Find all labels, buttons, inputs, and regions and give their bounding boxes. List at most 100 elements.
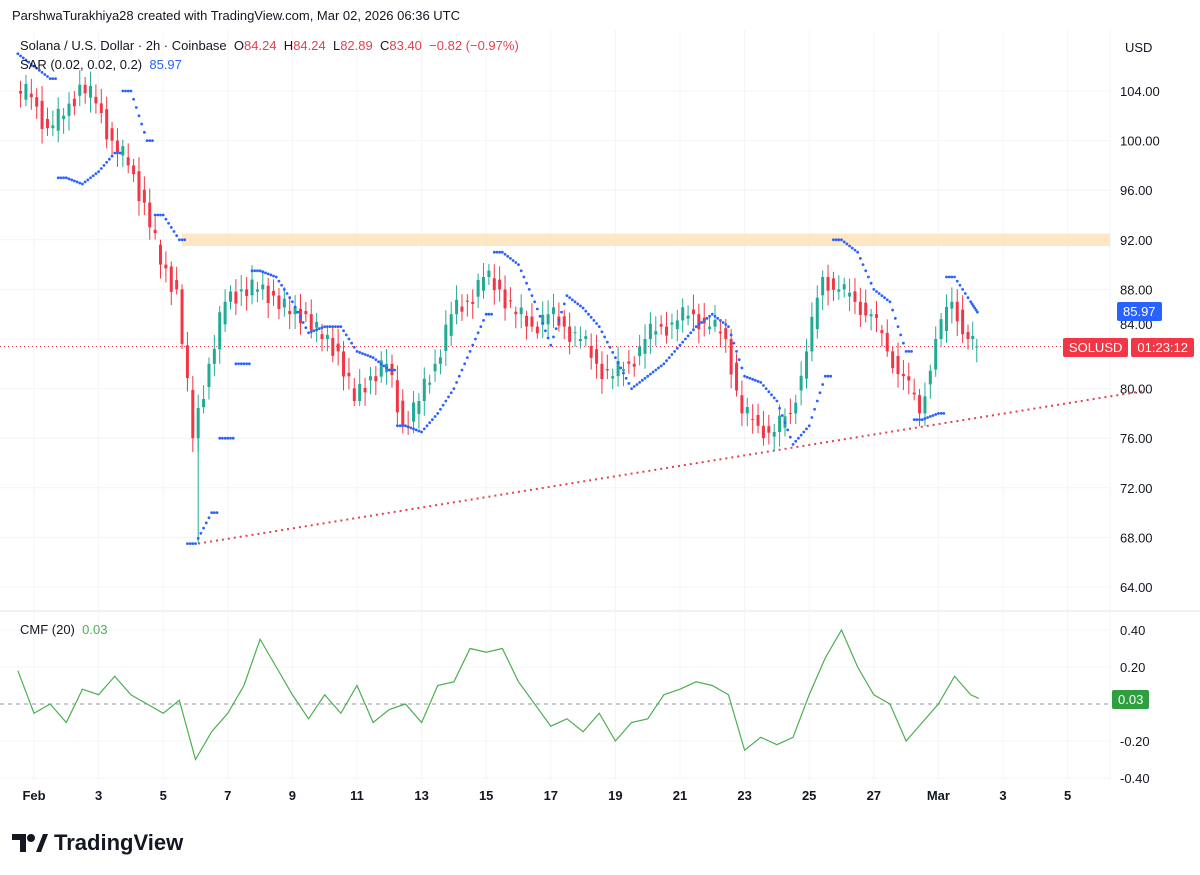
sar-dot	[19, 54, 22, 58]
sar-dot	[907, 350, 911, 353]
change-value: −0.82 (−0.97%)	[429, 38, 519, 53]
sar-dot	[484, 312, 488, 316]
sar-dot	[196, 537, 200, 540]
sar-dot	[339, 325, 343, 328]
brand-name: TradingView	[54, 830, 184, 855]
candle-body	[218, 312, 222, 350]
candle-body	[261, 284, 265, 290]
candle-body	[358, 383, 362, 401]
sar-dot	[934, 413, 938, 416]
candle-body	[29, 93, 33, 98]
sar-dot	[630, 387, 633, 390]
sar-legend[interactable]: SAR (0.02, 0.02, 0.2) 85.97	[20, 57, 182, 72]
cmf-tick-label: -0.40	[1120, 771, 1150, 786]
sar-dot	[928, 415, 932, 418]
candle-body	[621, 369, 625, 372]
sar-dot	[444, 399, 448, 403]
sar-dot	[328, 325, 332, 328]
candle-body	[368, 376, 372, 381]
sar-dot	[369, 355, 372, 358]
sar-dot	[538, 314, 542, 318]
sar-dot	[527, 288, 531, 291]
candle-body	[907, 376, 911, 381]
candle-body	[465, 300, 469, 302]
sar-dot	[231, 436, 235, 440]
sar-dot	[971, 304, 975, 308]
sar-dot	[562, 302, 566, 306]
price-tick-label: 100.00	[1120, 134, 1160, 149]
sar-dot	[237, 362, 240, 366]
sar-dot	[624, 376, 628, 380]
sar-dot	[826, 374, 830, 378]
candle-body	[826, 277, 830, 291]
sar-dot	[939, 412, 943, 415]
sar-dot	[756, 379, 760, 383]
sar-dot	[169, 226, 173, 229]
candle-body	[212, 348, 216, 364]
candle-body	[19, 91, 23, 94]
sar-dot	[608, 345, 612, 349]
sar-dot	[202, 526, 205, 530]
sar-price-badge: 85.97	[1117, 302, 1162, 321]
sar-dot	[457, 374, 461, 378]
tradingview-logo[interactable]: TradingView	[12, 830, 183, 856]
candle-body	[654, 331, 658, 335]
sar-dot	[32, 64, 36, 68]
sar-dot	[517, 263, 520, 266]
sar-dot	[770, 393, 773, 397]
sar-dot	[753, 378, 757, 382]
candle-body	[864, 302, 868, 316]
sar-dot	[315, 328, 319, 332]
sar-dot	[659, 364, 663, 368]
sar-dot	[926, 416, 930, 419]
sar-dot	[735, 350, 738, 353]
currency-label[interactable]: USD	[1125, 40, 1153, 55]
x-tick-label: 9	[289, 788, 296, 803]
sar-dot	[377, 360, 380, 364]
candle-body	[761, 425, 765, 439]
candle-body	[928, 370, 932, 385]
sar-dot	[533, 300, 537, 304]
sar-dot	[875, 290, 878, 293]
sar-dot	[172, 230, 176, 233]
candle-body	[837, 289, 841, 292]
sar-dot	[363, 353, 367, 356]
candle-body	[67, 103, 71, 116]
sar-dot	[888, 300, 892, 304]
sar-dot	[83, 180, 87, 184]
candle-body	[342, 351, 346, 377]
cmf-value-badge: 0.03	[1112, 690, 1150, 709]
sar-dot	[390, 368, 394, 372]
candle-body	[444, 324, 448, 351]
candle-body	[686, 315, 690, 319]
sar-dot	[759, 381, 763, 384]
sar-dot	[764, 387, 768, 390]
sar-dot	[958, 283, 962, 287]
candle-body	[600, 363, 604, 380]
sar-dot	[705, 316, 709, 320]
sar-dot	[436, 412, 440, 415]
sar-dot	[56, 176, 60, 180]
sar-dot	[404, 424, 407, 428]
candle-body	[605, 369, 609, 371]
cmf-legend[interactable]: CMF (20) 0.03	[20, 622, 107, 637]
sar-dot	[272, 274, 275, 278]
x-tick-label: 23	[737, 788, 751, 803]
price-tick-label: 72.00	[1120, 481, 1153, 496]
sar-dot	[70, 178, 74, 182]
x-tick-label: 13	[414, 788, 428, 803]
candle-body	[697, 314, 701, 330]
candle-body	[331, 338, 335, 356]
candle-body	[842, 284, 846, 290]
symbol-name[interactable]: Solana / U.S. Dollar · 2h · Coinbase	[20, 38, 227, 53]
candle-body	[659, 324, 663, 327]
sar-dot	[64, 176, 68, 180]
sar-label: SAR (0.02, 0.02, 0.2)	[20, 57, 143, 72]
candle-body	[62, 115, 66, 120]
sar-dot	[850, 246, 854, 250]
sar-dot	[204, 521, 208, 525]
sar-dot	[490, 312, 493, 316]
sar-dot	[441, 403, 445, 407]
sar-dot	[694, 325, 698, 328]
